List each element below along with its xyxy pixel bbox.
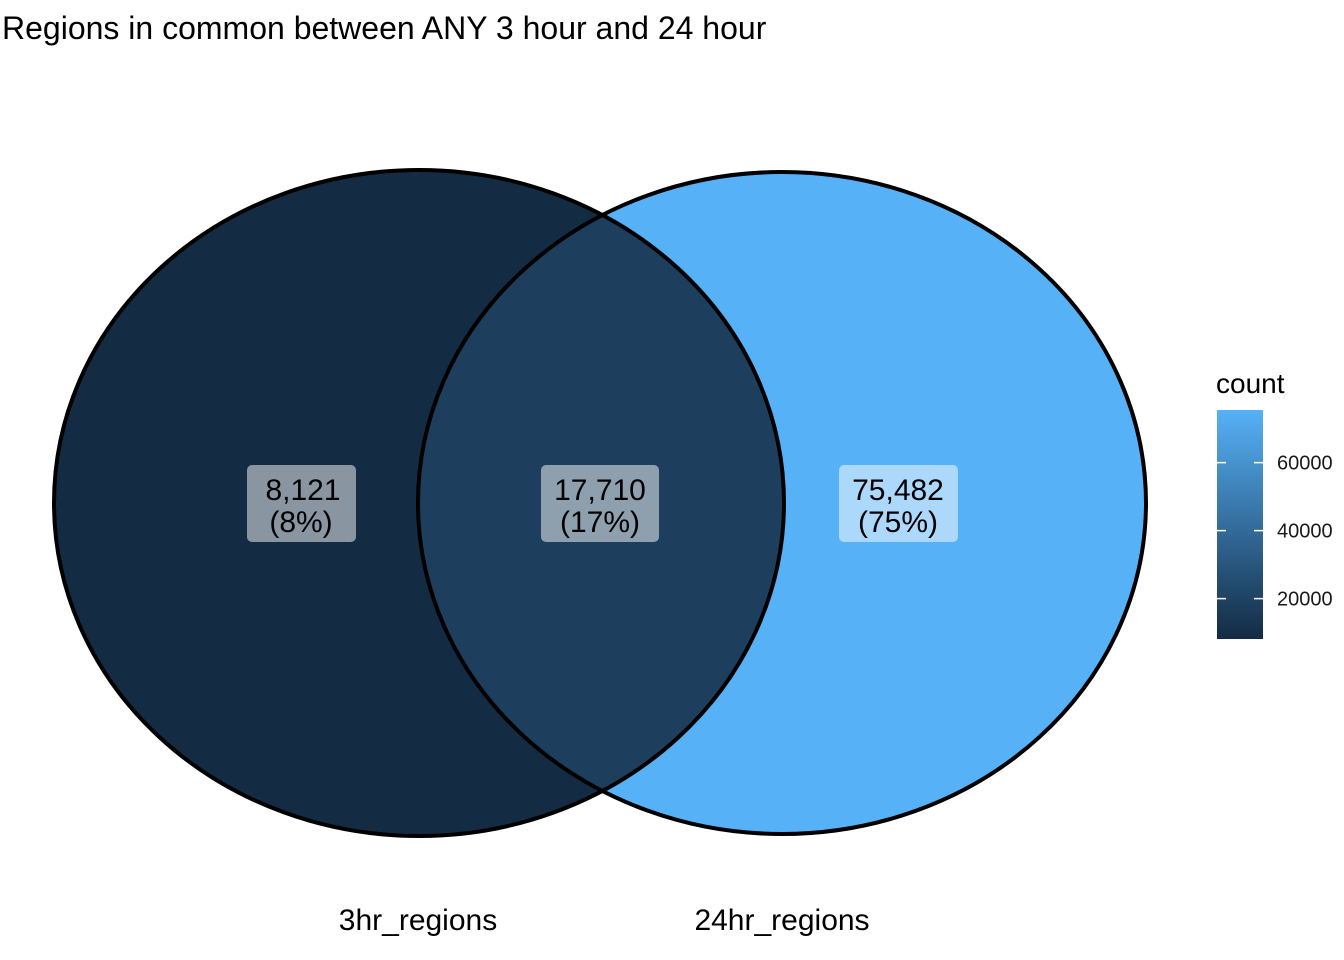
count-label-overlap: 17,710 (554, 474, 646, 507)
count-label-24hr-only: 75,482 (852, 474, 944, 507)
count-label-3hr-only: 8,121 (265, 474, 340, 507)
label-box-3hr-only (247, 465, 356, 542)
percent-label-overlap: (17%) (560, 506, 640, 539)
legend-tick-label: 40000 (1277, 521, 1333, 543)
legend-colorbar (1217, 410, 1263, 639)
chart-title: Regions in common between ANY 3 hour and… (2, 10, 767, 46)
set-label-24hr: 24hr_regions (694, 904, 869, 937)
venn-outline-3hr (52, 168, 786, 838)
legend-tick-label: 20000 (1277, 589, 1333, 611)
legend-ticks: 20000 40000 60000 (1217, 453, 1333, 611)
venn-outline-24hr (416, 170, 1148, 836)
legend-tick-label: 60000 (1277, 453, 1333, 475)
label-box-24hr-only (839, 465, 958, 542)
percent-label-3hr-only: (8%) (269, 506, 332, 539)
legend-title: count (1216, 368, 1285, 399)
label-box-overlap (541, 465, 659, 542)
set-label-3hr: 3hr_regions (339, 904, 497, 937)
percent-label-24hr-only: (75%) (858, 506, 938, 539)
